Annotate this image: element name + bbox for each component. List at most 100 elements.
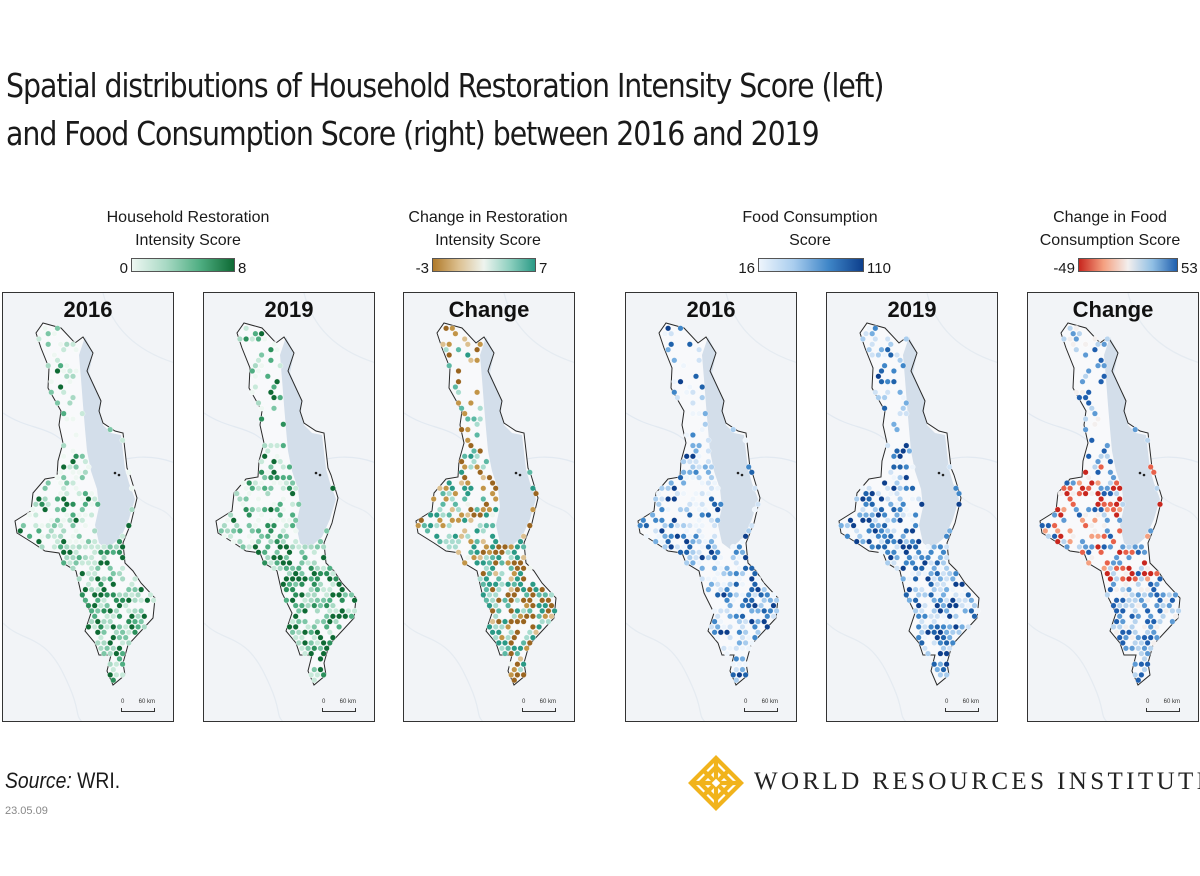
sample-point bbox=[348, 591, 355, 598]
sample-point bbox=[890, 517, 897, 524]
sample-point bbox=[255, 485, 262, 492]
sample-point bbox=[925, 565, 931, 572]
sample-point bbox=[733, 613, 740, 620]
sample-point bbox=[526, 469, 533, 476]
sample-point bbox=[505, 602, 512, 609]
sample-point bbox=[505, 591, 512, 598]
sample-point bbox=[875, 522, 882, 529]
sample-point bbox=[302, 543, 308, 550]
sample-point bbox=[302, 554, 308, 561]
sample-point bbox=[912, 575, 919, 582]
sample-point bbox=[711, 565, 718, 572]
sample-point bbox=[35, 538, 42, 545]
sample-point bbox=[937, 543, 944, 550]
sample-point bbox=[483, 575, 490, 582]
sample-point bbox=[317, 645, 324, 652]
sample-point bbox=[674, 543, 681, 550]
sample-point bbox=[1060, 336, 1067, 342]
sample-point bbox=[517, 538, 524, 545]
sample-point bbox=[934, 666, 941, 673]
sample-point bbox=[511, 666, 518, 673]
sample-point bbox=[711, 480, 718, 486]
sample-point bbox=[54, 506, 61, 513]
sample-point bbox=[60, 389, 67, 396]
sample-point bbox=[733, 581, 740, 588]
sample-point bbox=[900, 501, 907, 508]
sample-point bbox=[502, 639, 508, 646]
sample-point bbox=[1144, 661, 1151, 668]
sample-point bbox=[289, 501, 296, 508]
sample-point bbox=[323, 645, 330, 652]
terrain-river bbox=[204, 622, 284, 721]
sample-point bbox=[894, 554, 900, 561]
sample-point bbox=[455, 549, 462, 556]
sample-point bbox=[671, 517, 678, 524]
sample-point bbox=[748, 565, 755, 572]
sample-point bbox=[875, 543, 882, 550]
sample-point bbox=[925, 554, 931, 561]
sample-point bbox=[1088, 480, 1095, 486]
sample-point bbox=[884, 378, 891, 385]
sample-point bbox=[767, 607, 774, 614]
sample-point bbox=[677, 549, 684, 556]
sample-point bbox=[295, 639, 302, 646]
sample-point bbox=[280, 442, 287, 449]
sample-point bbox=[351, 607, 358, 614]
sample-point bbox=[680, 469, 687, 476]
sample-point bbox=[1138, 639, 1145, 646]
sample-point bbox=[1104, 506, 1111, 513]
sample-point bbox=[866, 517, 873, 524]
sample-point bbox=[505, 581, 512, 588]
sample-point bbox=[274, 346, 281, 353]
sample-point bbox=[267, 474, 274, 481]
sample-point bbox=[1135, 581, 1142, 588]
sample-point bbox=[674, 522, 681, 529]
sample-point bbox=[699, 426, 706, 433]
legend-max: 110 bbox=[867, 260, 891, 277]
sample-point bbox=[658, 517, 665, 524]
scale-tick: 60 km bbox=[1163, 699, 1180, 705]
sample-point bbox=[474, 549, 481, 556]
sample-point bbox=[101, 607, 107, 614]
sample-point bbox=[252, 384, 259, 390]
lake bbox=[903, 337, 959, 549]
sample-point bbox=[714, 634, 721, 641]
sample-point bbox=[311, 581, 318, 588]
sample-point bbox=[517, 666, 524, 673]
sample-point bbox=[505, 559, 512, 566]
sample-point bbox=[107, 650, 114, 657]
sample-point bbox=[298, 559, 305, 566]
sample-point bbox=[912, 586, 919, 593]
sample-point bbox=[755, 586, 761, 593]
sample-point bbox=[1135, 634, 1142, 641]
sample-point bbox=[286, 549, 293, 556]
sample-point bbox=[890, 421, 897, 428]
sample-point bbox=[60, 527, 67, 534]
sample-point bbox=[1141, 634, 1148, 641]
sample-point bbox=[733, 549, 740, 556]
island bbox=[514, 471, 518, 475]
sample-point bbox=[1101, 501, 1108, 508]
sample-point bbox=[66, 368, 73, 374]
legend-gradient-bar bbox=[432, 258, 536, 272]
sample-point bbox=[79, 570, 86, 577]
sample-point bbox=[119, 437, 126, 444]
sample-point bbox=[261, 453, 268, 460]
sample-point bbox=[872, 325, 879, 332]
sample-point bbox=[308, 629, 315, 636]
sample-point bbox=[70, 543, 76, 550]
sample-point bbox=[1129, 645, 1136, 652]
sample-point bbox=[1141, 559, 1148, 566]
sample-point bbox=[1113, 565, 1120, 572]
sample-point bbox=[79, 538, 86, 545]
sample-point bbox=[1138, 671, 1145, 678]
sample-point bbox=[314, 597, 321, 604]
sample-point bbox=[135, 623, 142, 630]
sample-point bbox=[971, 602, 978, 609]
sample-point bbox=[436, 485, 443, 492]
sample-point bbox=[952, 591, 959, 598]
sample-point bbox=[751, 634, 758, 641]
sample-point bbox=[881, 522, 888, 529]
sample-point bbox=[658, 527, 665, 534]
sample-point bbox=[73, 517, 80, 524]
